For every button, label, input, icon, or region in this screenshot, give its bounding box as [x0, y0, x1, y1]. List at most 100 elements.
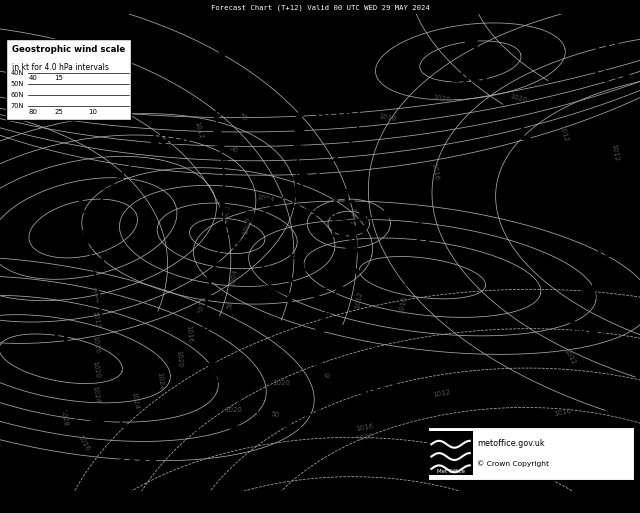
Text: L: L	[371, 346, 384, 365]
Text: 1020: 1020	[92, 360, 100, 379]
Polygon shape	[289, 192, 301, 199]
Polygon shape	[100, 298, 112, 303]
Text: 40: 40	[29, 75, 38, 81]
Polygon shape	[294, 130, 305, 136]
Polygon shape	[327, 428, 336, 437]
Text: 1007: 1007	[328, 225, 370, 240]
Text: 50: 50	[227, 300, 234, 309]
Text: 1020: 1020	[432, 94, 451, 103]
Text: 1012: 1012	[558, 123, 568, 142]
Polygon shape	[344, 229, 355, 236]
Text: © Crown Copyright: © Crown Copyright	[477, 460, 550, 467]
Text: 1012: 1012	[432, 389, 451, 398]
Polygon shape	[260, 285, 272, 293]
Polygon shape	[317, 409, 326, 418]
Polygon shape	[92, 202, 102, 209]
Polygon shape	[200, 311, 211, 319]
Text: 1016: 1016	[185, 325, 193, 343]
Polygon shape	[218, 51, 229, 58]
Polygon shape	[223, 19, 235, 27]
Text: 15: 15	[54, 75, 63, 81]
Polygon shape	[293, 145, 305, 152]
Polygon shape	[292, 253, 301, 260]
Polygon shape	[292, 161, 303, 168]
Text: 1004: 1004	[229, 268, 238, 287]
Polygon shape	[295, 412, 305, 421]
Polygon shape	[216, 66, 227, 73]
Polygon shape	[304, 267, 314, 272]
Polygon shape	[211, 260, 221, 267]
Polygon shape	[118, 421, 127, 429]
Text: 1016: 1016	[568, 321, 610, 336]
Polygon shape	[205, 362, 216, 369]
Text: 1012: 1012	[193, 121, 204, 140]
Polygon shape	[83, 217, 93, 225]
Polygon shape	[383, 208, 390, 218]
Text: H: H	[52, 326, 69, 345]
Polygon shape	[313, 291, 322, 301]
Polygon shape	[303, 425, 314, 433]
Text: 1028: 1028	[60, 408, 68, 427]
Polygon shape	[342, 131, 354, 139]
Text: 1016: 1016	[76, 433, 90, 451]
Text: 1016: 1016	[378, 113, 397, 123]
Polygon shape	[293, 203, 303, 211]
Text: Geostrophic wind scale: Geostrophic wind scale	[12, 45, 125, 54]
Text: 60N: 60N	[10, 92, 24, 98]
Text: 1022: 1022	[449, 70, 492, 85]
Text: 50: 50	[270, 411, 280, 419]
Text: 1020: 1020	[175, 349, 183, 368]
Polygon shape	[292, 98, 303, 105]
Text: 10: 10	[88, 109, 97, 115]
Text: 1020: 1020	[401, 274, 444, 289]
Polygon shape	[344, 247, 356, 253]
Text: 50N: 50N	[10, 81, 24, 87]
Polygon shape	[218, 208, 230, 214]
Polygon shape	[353, 227, 365, 233]
Polygon shape	[259, 259, 269, 266]
Text: 1004: 1004	[256, 194, 275, 204]
Text: 1016: 1016	[554, 408, 573, 418]
Polygon shape	[409, 210, 417, 220]
Text: 1012: 1012	[197, 295, 206, 314]
Polygon shape	[320, 379, 331, 387]
Text: 1012: 1012	[610, 143, 619, 162]
Polygon shape	[337, 279, 347, 287]
Polygon shape	[299, 173, 309, 182]
Polygon shape	[96, 278, 109, 283]
Polygon shape	[266, 276, 275, 283]
Text: H: H	[414, 238, 431, 256]
Polygon shape	[290, 82, 301, 89]
Text: 1024: 1024	[156, 372, 164, 390]
Polygon shape	[280, 19, 292, 27]
Polygon shape	[291, 176, 302, 183]
Text: 1024: 1024	[130, 391, 139, 410]
Polygon shape	[339, 407, 349, 416]
Text: 1009: 1009	[504, 161, 546, 176]
Text: 50: 50	[321, 372, 332, 380]
Polygon shape	[320, 311, 332, 319]
Polygon shape	[285, 275, 294, 283]
Text: 1008: 1008	[92, 286, 100, 304]
Polygon shape	[349, 429, 358, 438]
Bar	[429, 431, 473, 475]
Text: 50: 50	[228, 145, 239, 155]
Polygon shape	[221, 35, 232, 42]
Text: 70N: 70N	[10, 103, 24, 109]
Polygon shape	[230, 423, 239, 432]
Polygon shape	[186, 426, 195, 435]
Text: L: L	[342, 188, 355, 207]
Polygon shape	[163, 426, 172, 435]
Text: 40N: 40N	[10, 70, 24, 76]
Text: 1000: 1000	[242, 216, 251, 235]
Text: 1008: 1008	[351, 207, 360, 226]
Text: L: L	[77, 197, 90, 217]
Text: 1016: 1016	[92, 334, 100, 353]
Polygon shape	[216, 243, 227, 251]
Polygon shape	[218, 224, 230, 230]
Polygon shape	[346, 115, 359, 121]
Text: 1009: 1009	[116, 459, 159, 473]
Text: 1020: 1020	[509, 93, 528, 104]
Text: L: L	[218, 197, 230, 217]
Polygon shape	[314, 363, 326, 370]
